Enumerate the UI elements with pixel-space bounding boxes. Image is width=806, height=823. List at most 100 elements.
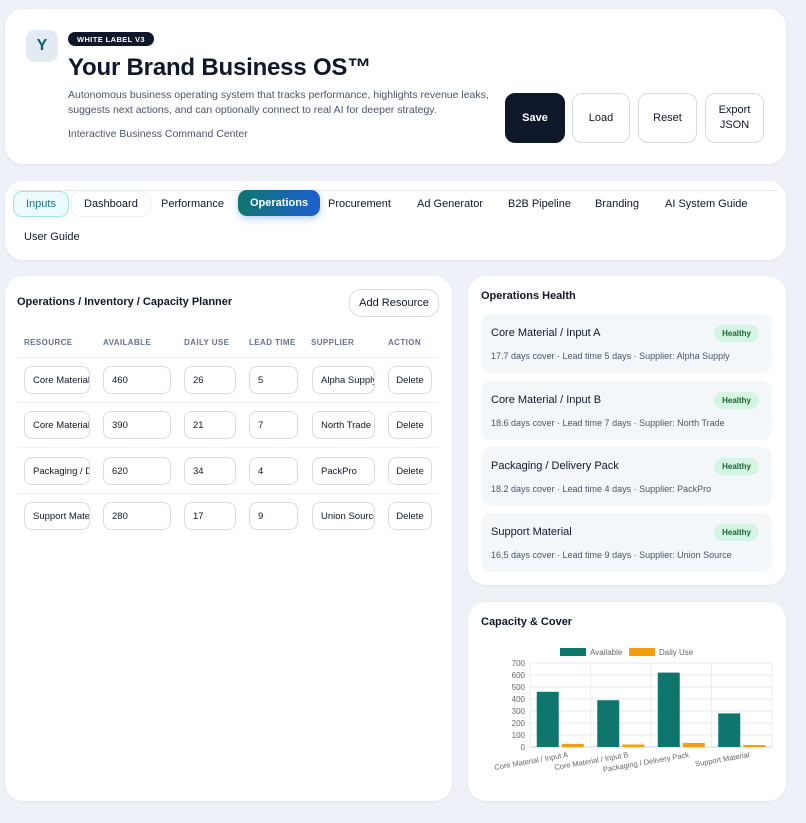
column-header-daily-use: DAILY USE bbox=[184, 338, 230, 347]
bar-daily-use bbox=[682, 742, 705, 747]
resource-input[interactable]: Support Material bbox=[24, 502, 90, 530]
brand-logo: Y bbox=[26, 30, 58, 62]
available-input[interactable]: 460 bbox=[103, 366, 171, 394]
tab-dashboard[interactable]: Dashboard bbox=[71, 191, 151, 217]
tab-procurement[interactable]: Procurement bbox=[328, 198, 391, 210]
capacity-cover-card: Capacity & Cover 0 100 200 300 400 500 600 700 C… bbox=[468, 602, 786, 801]
tab-user-guide[interactable]: User Guide bbox=[24, 231, 80, 243]
y-tick-label: 400 bbox=[512, 695, 526, 704]
health-item-name: Packaging / Delivery Pack bbox=[491, 460, 619, 472]
y-tick-label: 200 bbox=[512, 719, 526, 728]
delete-row-button[interactable]: Delete bbox=[388, 411, 432, 439]
lead-time-input[interactable]: 5 bbox=[249, 366, 298, 394]
health-item: Support Material 16.5 days cover · Lead … bbox=[481, 513, 772, 572]
save-button[interactable]: Save bbox=[505, 93, 565, 143]
health-item-name: Core Material / Input A bbox=[491, 327, 601, 339]
daily-use-input[interactable]: 21 bbox=[184, 411, 236, 439]
available-input[interactable]: 620 bbox=[103, 457, 171, 485]
supplier-input[interactable]: Alpha Supply bbox=[312, 366, 375, 394]
status-badge: Healthy bbox=[714, 458, 759, 475]
column-header-action: ACTION bbox=[388, 338, 422, 347]
export-json-button[interactable]: Export JSON bbox=[705, 93, 764, 143]
y-tick-label: 500 bbox=[512, 683, 526, 692]
y-tick-label: 600 bbox=[512, 671, 526, 680]
tab-b2b-pipeline[interactable]: B2B Pipeline bbox=[508, 198, 571, 210]
status-badge: Healthy bbox=[714, 524, 759, 541]
y-tick-label: 100 bbox=[512, 731, 526, 740]
row-divider bbox=[17, 357, 439, 358]
lead-time-input[interactable]: 4 bbox=[249, 457, 298, 485]
tab-performance[interactable]: Performance bbox=[161, 198, 224, 210]
row-divider bbox=[17, 402, 439, 403]
page-title: Your Brand Business OS™ bbox=[68, 54, 372, 81]
bar-daily-use bbox=[743, 744, 766, 747]
bar-available bbox=[536, 691, 559, 747]
operations-health-card: Operations Health Core Material / Input … bbox=[468, 276, 786, 585]
bar-daily-use bbox=[622, 744, 645, 747]
column-header-resource: RESOURCE bbox=[24, 338, 73, 347]
resource-input[interactable]: Core Material / Input A bbox=[24, 366, 90, 394]
daily-use-input[interactable]: 34 bbox=[184, 457, 236, 485]
supplier-input[interactable]: North Trade bbox=[312, 411, 375, 439]
capacity-title: Capacity & Cover bbox=[481, 616, 573, 628]
page-subtitle: Interactive Business Command Center bbox=[68, 128, 248, 140]
header-card: Y WHITE LABEL V3 Your Brand Business OS™… bbox=[5, 9, 786, 164]
health-item-name: Support Material bbox=[491, 526, 572, 538]
status-badge: Healthy bbox=[714, 325, 759, 342]
available-input[interactable]: 390 bbox=[103, 411, 171, 439]
column-header-available: AVAILABLE bbox=[103, 338, 152, 347]
legend-swatch bbox=[560, 648, 586, 656]
y-tick-label: 700 bbox=[512, 659, 526, 668]
reset-button[interactable]: Reset bbox=[638, 93, 697, 143]
tab-bar: Inputs Dashboard Performance Operations … bbox=[5, 181, 786, 260]
delete-row-button[interactable]: Delete bbox=[388, 366, 432, 394]
health-title: Operations Health bbox=[481, 290, 576, 302]
legend-label: Daily Use bbox=[659, 648, 694, 657]
daily-use-input[interactable]: 17 bbox=[184, 502, 236, 530]
supplier-input[interactable]: Union Source bbox=[312, 502, 375, 530]
delete-row-button[interactable]: Delete bbox=[388, 457, 432, 485]
planner-title: Operations / Inventory / Capacity Planne… bbox=[17, 296, 233, 308]
tab-inputs[interactable]: Inputs bbox=[13, 191, 69, 217]
x-tick-label: Support Material bbox=[694, 750, 750, 768]
page-description: Autonomous business operating system tha… bbox=[68, 89, 489, 116]
bar-available bbox=[597, 700, 620, 747]
legend-swatch bbox=[629, 648, 655, 656]
lead-time-input[interactable]: 9 bbox=[249, 502, 298, 530]
resource-input[interactable]: Core Material / Input B bbox=[24, 411, 90, 439]
daily-use-input[interactable]: 26 bbox=[184, 366, 236, 394]
load-button[interactable]: Load bbox=[572, 93, 630, 143]
legend-label: Available bbox=[590, 648, 623, 657]
bar-available bbox=[657, 672, 680, 747]
row-divider bbox=[17, 493, 439, 494]
y-tick-label: 300 bbox=[512, 707, 526, 716]
health-item-meta: 17.7 days cover · Lead time 5 days · Sup… bbox=[491, 351, 730, 361]
tab-ai-system-guide[interactable]: AI System Guide bbox=[665, 198, 748, 210]
row-divider bbox=[17, 447, 439, 448]
supplier-input[interactable]: PackPro bbox=[312, 457, 375, 485]
add-resource-button[interactable]: Add Resource bbox=[349, 289, 439, 317]
resource-input[interactable]: Packaging / Delivery Pack bbox=[24, 457, 90, 485]
delete-row-button[interactable]: Delete bbox=[388, 502, 432, 530]
lead-time-input[interactable]: 7 bbox=[249, 411, 298, 439]
health-item: Core Material / Input A 17.7 days cover … bbox=[481, 314, 772, 373]
version-badge: WHITE LABEL V3 bbox=[68, 32, 154, 46]
bar-daily-use bbox=[561, 743, 584, 747]
available-input[interactable]: 280 bbox=[103, 502, 171, 530]
capacity-planner-card: Operations / Inventory / Capacity Planne… bbox=[5, 276, 452, 801]
health-item: Packaging / Delivery Pack 18.2 days cove… bbox=[481, 447, 772, 506]
column-header-lead-time: LEAD TIME bbox=[249, 338, 296, 347]
tab-branding[interactable]: Branding bbox=[595, 198, 640, 210]
health-item-meta: 16.5 days cover · Lead time 9 days · Sup… bbox=[491, 550, 732, 560]
bar-available bbox=[718, 713, 741, 747]
tab-divider bbox=[14, 190, 777, 191]
tab-ad-generator[interactable]: Ad Generator bbox=[417, 198, 484, 210]
health-item-name: Core Material / Input B bbox=[491, 394, 602, 406]
y-tick-label: 0 bbox=[521, 743, 526, 752]
column-header-supplier: SUPPLIER bbox=[311, 338, 355, 347]
health-item: Core Material / Input B 18.6 days cover … bbox=[481, 381, 772, 440]
tab-operations[interactable]: Operations bbox=[238, 190, 321, 216]
health-item-meta: 18.6 days cover · Lead time 7 days · Sup… bbox=[491, 418, 725, 428]
health-item-meta: 18.2 days cover · Lead time 4 days · Sup… bbox=[491, 484, 712, 494]
